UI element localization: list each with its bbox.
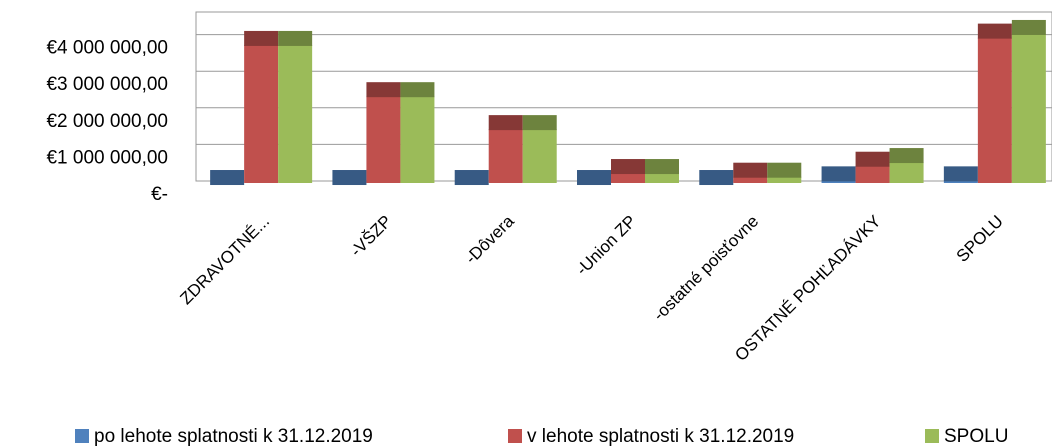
y-tick-label: €2 000 000,00 [46,111,168,132]
legend-swatch [75,429,89,443]
bar [855,151,890,183]
bar [699,170,734,186]
bar-face [611,173,645,183]
bar [1011,19,1046,184]
bar [611,159,645,183]
bar-top [733,162,768,178]
legend-label: po lehote splatnosti k 31.12.2019 [94,426,373,447]
bar-face [821,180,856,183]
bar-top [699,170,734,186]
bar-top [645,159,679,175]
x-tick-label: -ostatné poisťovne [649,212,762,325]
bar-face [977,37,1012,184]
bar-face [366,96,401,183]
bar [400,82,435,183]
x-tick-label: SPOLU [953,212,1007,266]
bar-face [400,96,435,183]
bar-face [522,129,557,183]
bar-top [366,82,401,98]
bar-top [943,166,978,182]
bar [577,170,611,186]
legend-swatch [508,429,522,443]
legend-swatch [925,429,939,443]
bar [366,82,401,183]
bar-face [278,44,313,183]
bar-top [977,23,1012,39]
bar-face [488,129,523,183]
bar-top [1011,19,1046,35]
bar-top [332,170,367,186]
x-tick-label: -Union ZP [572,212,640,280]
bar [244,30,279,183]
x-tick-label: -Dôvera [462,211,519,268]
y-tick-label: €4 000 000,00 [46,38,168,59]
bar [278,30,313,183]
bar-face [889,162,924,183]
bar [332,170,367,186]
bar-face [855,165,890,183]
bar-top [889,148,924,164]
bar-top [767,162,802,178]
bar [977,23,1012,184]
y-tick-label: €- [151,184,168,205]
legend-label: SPOLU [944,426,1008,447]
bar-face [244,44,279,183]
bar-top [210,170,245,186]
bar-top [611,159,645,175]
bar-face [1011,33,1046,184]
bar-top [577,170,611,186]
bar-face [733,176,768,183]
bar-top [488,115,523,131]
bar-top [522,115,557,131]
bar [889,148,924,183]
bar [210,170,245,186]
bar-face [767,176,802,183]
bar [522,115,557,183]
bar-top [244,30,279,46]
x-tick-label: ZDRAVOTNÉ... [176,212,273,309]
bar [454,170,489,186]
bar-face [943,180,978,183]
x-tick-label: OSTATNÉ POHĽADÁVKY [731,212,884,365]
plot-wall [195,11,1052,182]
bar [821,166,856,183]
bar-top [278,30,313,46]
bar [645,159,679,183]
bar [943,166,978,183]
y-tick-label: €3 000 000,00 [46,74,168,95]
bar-top [855,151,890,167]
bar-top [454,170,489,186]
bar-face [645,173,679,183]
bar [767,162,802,183]
bar-top [400,82,435,98]
bar-top [821,166,856,182]
x-tick-label: -VŠZP [347,212,396,261]
y-tick-label: €1 000 000,00 [46,147,168,168]
bar [733,162,768,183]
legend-label: v lehote splatnosti k 31.12.2019 [527,426,794,447]
bar [488,115,523,183]
